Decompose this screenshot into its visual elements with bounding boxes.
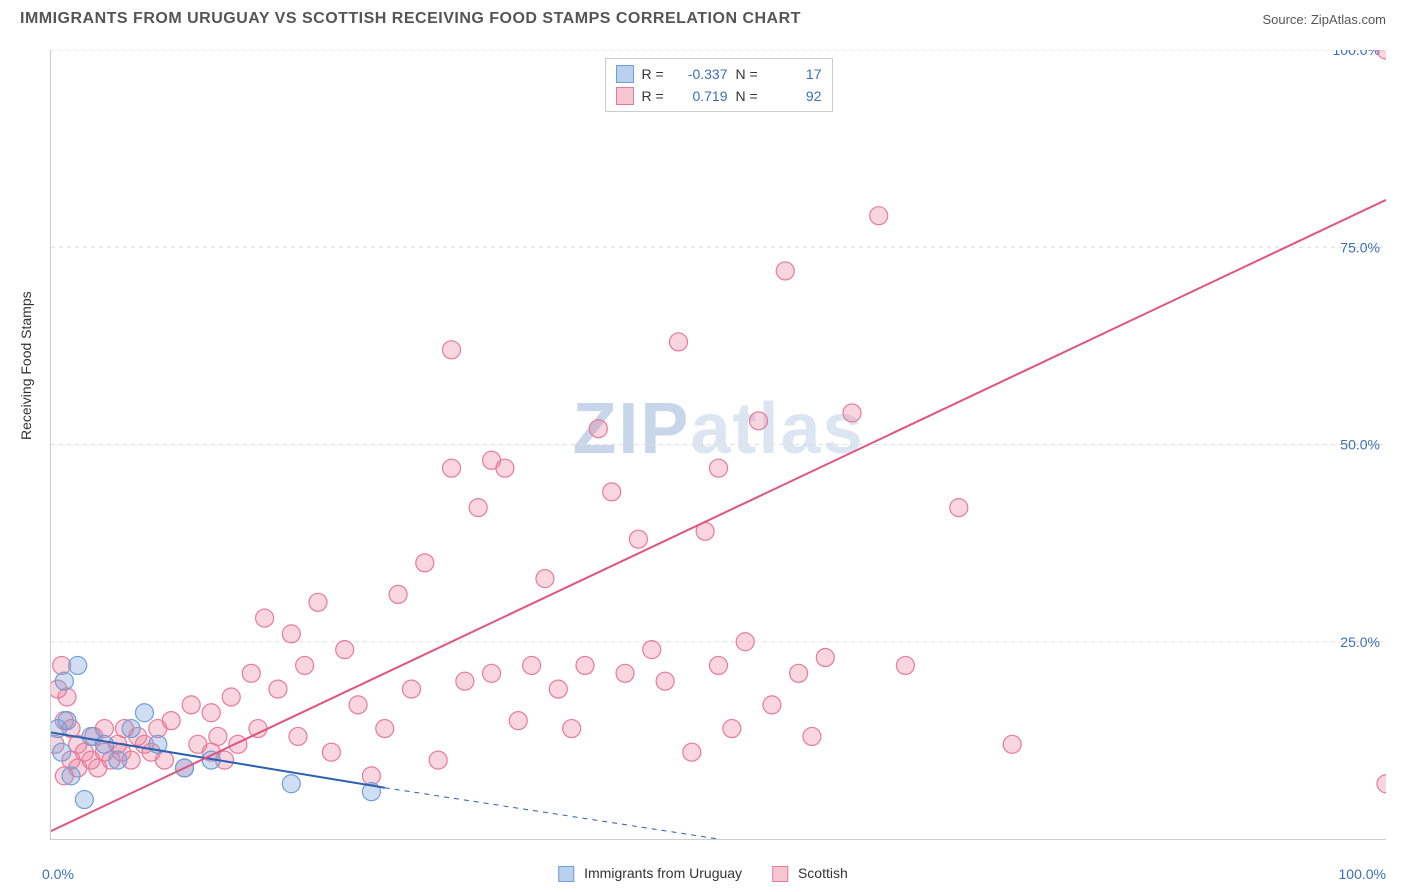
swatch-uruguay-icon xyxy=(558,866,574,882)
svg-text:75.0%: 75.0% xyxy=(1340,239,1380,255)
legend-item-uruguay: Immigrants from Uruguay xyxy=(558,865,742,882)
correlation-legend: R =-0.337 N =17 R =0.719 N =92 xyxy=(605,58,833,112)
svg-text:25.0%: 25.0% xyxy=(1340,634,1380,650)
chart-svg: 25.0% 50.0% 75.0% 100.0% xyxy=(51,50,1386,839)
chart-title: IMMIGRANTS FROM URUGUAY VS SCOTTISH RECE… xyxy=(20,10,801,28)
plot-area: ZIPatlas R =-0.337 N =17 R =0.719 N =92 … xyxy=(50,50,1386,840)
svg-text:100.0%: 100.0% xyxy=(1333,50,1380,58)
x-axis-legend: Immigrants from Uruguay Scottish xyxy=(558,865,848,882)
source-label: Source: ZipAtlas.com xyxy=(1262,12,1386,27)
swatch-scottish xyxy=(616,87,634,105)
legend-item-scottish: Scottish xyxy=(772,865,848,882)
x-min-label: 0.0% xyxy=(42,866,74,882)
swatch-uruguay xyxy=(616,65,634,83)
y-axis-label: Receiving Food Stamps xyxy=(18,291,34,440)
legend-row-scottish: R =0.719 N =92 xyxy=(616,85,822,107)
svg-text:50.0%: 50.0% xyxy=(1340,437,1380,453)
x-max-label: 100.0% xyxy=(1339,866,1386,882)
legend-row-uruguay: R =-0.337 N =17 xyxy=(616,63,822,85)
swatch-scottish-icon xyxy=(772,866,788,882)
